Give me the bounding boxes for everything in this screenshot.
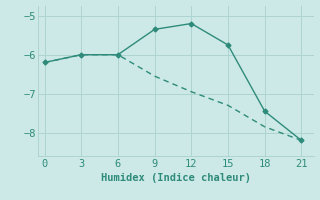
X-axis label: Humidex (Indice chaleur): Humidex (Indice chaleur) [101,173,251,183]
